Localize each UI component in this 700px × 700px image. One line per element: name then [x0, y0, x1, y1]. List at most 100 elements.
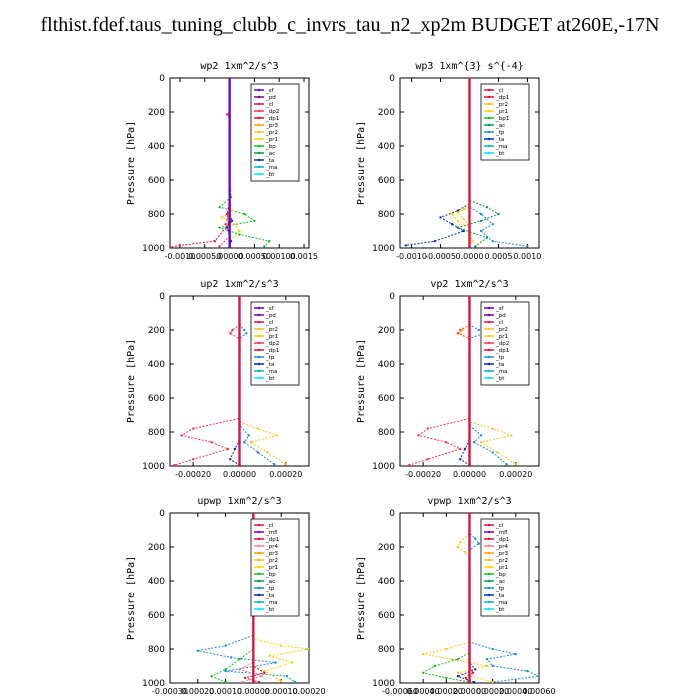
- data-point: [426, 427, 429, 430]
- legend-entry: _sf: [495, 306, 505, 312]
- x-tick-label: 0.00100: [263, 252, 296, 261]
- data-point: [479, 434, 483, 437]
- data-point: [491, 680, 494, 683]
- legend-entry: _pr2: [495, 558, 508, 564]
- chart-panel: vpwp 1xm^2/s^3 0 200 400 600 800 1000 Pressure …: [356, 496, 556, 696]
- page-title: flthist.fdef.taus_tuning_clubb_c_invrs_t…: [40, 14, 660, 36]
- legend-entry: _dp1: [495, 348, 509, 354]
- legend-marker: [257, 600, 261, 604]
- legend-marker: [257, 158, 261, 162]
- data-point: [456, 658, 460, 661]
- data-point: [450, 223, 454, 226]
- data-point: [218, 206, 221, 209]
- data-point: [426, 458, 429, 461]
- y-axis-label: Pressure [hPa]: [126, 556, 137, 640]
- data-point: [459, 458, 462, 461]
- legend-marker: [487, 593, 491, 597]
- y-tick-label: 800: [378, 210, 395, 220]
- data-point: [229, 458, 232, 461]
- legend-marker: [257, 341, 261, 345]
- data-point: [468, 78, 471, 80]
- chart-title: up2 1xm^2/s^3: [200, 279, 278, 290]
- data-point: [468, 513, 471, 515]
- x-tick-label: 0.00020: [430, 687, 463, 696]
- legend-entry: _pr2: [265, 327, 278, 333]
- data-point: [537, 675, 539, 678]
- data-point: [479, 441, 483, 444]
- legend-entry: _cl: [495, 88, 504, 94]
- data-point: [471, 240, 474, 243]
- legend-entry: _ma: [265, 369, 277, 375]
- chart-panel: wp2 1xm^2/s^3 0 200 400 600 800 1000 Pressure […: [126, 61, 318, 261]
- data-point: [228, 78, 231, 80]
- data-point: [468, 246, 471, 248]
- data-point: [526, 669, 529, 673]
- data-point: [220, 216, 224, 219]
- data-point: [463, 447, 467, 451]
- legend-entry: _ac: [265, 151, 275, 157]
- legend-entry: _cl: [265, 320, 274, 326]
- data-point: [224, 669, 227, 673]
- data-point: [268, 240, 271, 243]
- data-point: [472, 441, 476, 444]
- data-point: [491, 427, 494, 430]
- data-point: [408, 463, 411, 466]
- data-point: [263, 245, 266, 248]
- legend-entry: _mfl: [495, 530, 508, 536]
- data-point: [241, 680, 244, 683]
- series-line: [170, 78, 231, 248]
- x-tick-label: -0.0010: [164, 252, 195, 261]
- data-point: [263, 669, 266, 673]
- legend-entry: _ac: [265, 579, 275, 585]
- legend-marker: [487, 558, 491, 562]
- series-line: [252, 513, 309, 682]
- series-line: [405, 78, 470, 246]
- data-point: [192, 458, 195, 461]
- legend-marker: [257, 88, 261, 92]
- data-point: [228, 246, 231, 248]
- chart-title: vp2 1xm^2/s^3: [430, 279, 508, 290]
- legend-entry: _ta: [495, 362, 504, 368]
- data-point: [433, 664, 436, 668]
- legend-entry: _pr2: [495, 327, 508, 333]
- data-point: [491, 223, 494, 226]
- plot-frame: [169, 77, 310, 249]
- data-point: [445, 647, 448, 651]
- legend-marker: [487, 572, 491, 576]
- y-tick-label: 800: [378, 428, 395, 438]
- chart-panel: vp2 1xm^2/s^3 0 200 400 600 800 1000 Pressure […: [356, 279, 540, 479]
- y-tick-label: 400: [378, 577, 395, 587]
- data-point: [307, 647, 309, 651]
- plot-area: [408, 296, 517, 466]
- chart-title: upwp 1xm^2/s^3: [197, 496, 281, 507]
- data-point: [173, 463, 176, 466]
- x-tick-label: 0.00000: [223, 470, 256, 479]
- legend-marker: [257, 144, 261, 148]
- data-point: [230, 219, 234, 222]
- data-point: [456, 671, 460, 674]
- legend-entry: _bp: [495, 572, 506, 578]
- data-point: [284, 463, 287, 466]
- data-point: [256, 451, 260, 454]
- y-tick-label: 0: [159, 509, 165, 519]
- y-axis-label: Pressure [hPa]: [356, 121, 367, 205]
- legend-marker: [487, 88, 491, 92]
- data-point: [474, 245, 477, 248]
- legend-marker: [487, 144, 491, 148]
- data-point: [263, 671, 266, 674]
- data-point: [256, 427, 260, 430]
- legend-marker: [257, 362, 261, 366]
- legend-marker: [257, 558, 261, 562]
- data-point: [445, 441, 448, 444]
- legend-entry: _cl: [265, 523, 274, 529]
- data-point: [260, 675, 263, 678]
- legend-entry: _pd: [265, 95, 276, 101]
- data-point: [456, 332, 460, 335]
- legend-marker: [487, 544, 491, 548]
- x-tick-label: 0.00020: [499, 470, 532, 479]
- legend-marker: [487, 151, 491, 155]
- legend-marker: [487, 334, 491, 338]
- data-point: [468, 680, 471, 683]
- x-tick-label: -0.0005: [425, 252, 456, 261]
- y-tick-label: 800: [148, 210, 165, 220]
